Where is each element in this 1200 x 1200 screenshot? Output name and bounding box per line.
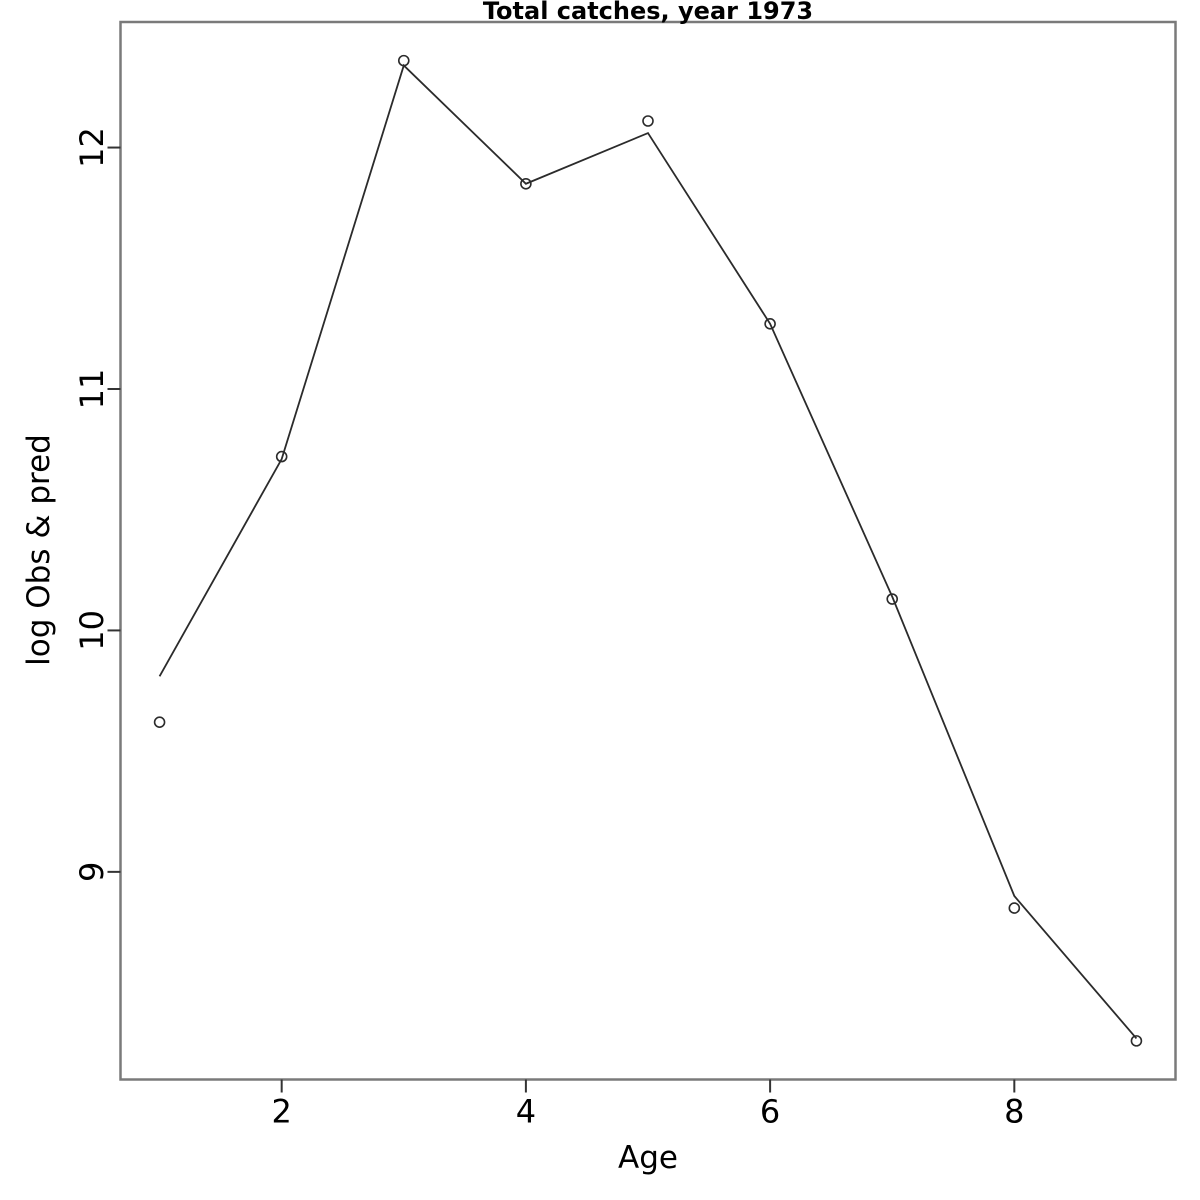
observed-point (642, 115, 654, 127)
chart-title: Total catches, year 1973 (483, 0, 813, 25)
observed-point (520, 177, 532, 190)
observed-point (153, 716, 166, 728)
predicted-line (158, 63, 1138, 1040)
x-axis-ticks: 2 4 6 8 (272, 1079, 1024, 1131)
y-axis-label: log Obs & pred (21, 434, 57, 666)
observed-points (153, 54, 1143, 1047)
x-tick-label: 8 (1004, 1093, 1024, 1131)
x-axis-label: Age (618, 1140, 678, 1176)
observed-point (397, 54, 410, 67)
observed-point (886, 593, 899, 605)
x-tick-label: 4 (516, 1093, 536, 1131)
observed-point (764, 317, 776, 330)
observed-point (275, 450, 288, 463)
plot-box (119, 20, 1177, 1081)
observed-point (1130, 1035, 1143, 1047)
observed-point (1008, 902, 1021, 914)
y-tick-label: 10 (73, 610, 111, 651)
x-tick-label: 2 (272, 1093, 292, 1131)
x-tick-label: 6 (760, 1093, 780, 1131)
y-tick-label: 9 (73, 862, 111, 882)
y-tick-label: 12 (73, 127, 111, 168)
y-tick-label: 11 (73, 369, 111, 410)
y-axis-ticks: 9 10 11 12 (73, 127, 121, 882)
